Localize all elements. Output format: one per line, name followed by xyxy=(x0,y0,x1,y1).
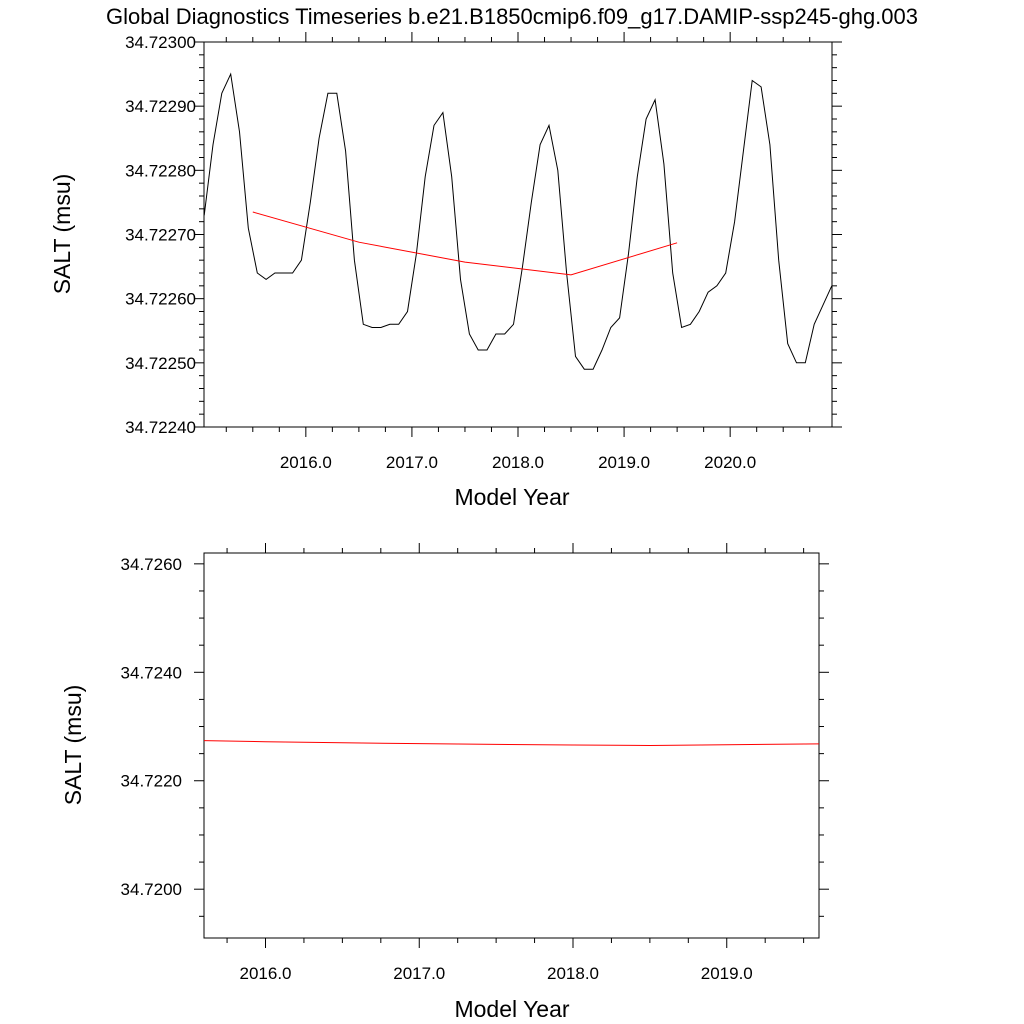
top-y-tick-label: 34.72290 xyxy=(125,97,196,116)
bottom-series-line-0 xyxy=(203,740,820,747)
top-y-tick-label: 34.72260 xyxy=(125,290,196,309)
bottom-tick-labels: 34.7200 34.7220 34.7240 34.7260 2016.0 2017.0… xyxy=(121,555,753,983)
top-x-tick-label: 2016.0 xyxy=(280,453,332,472)
top-y-axis-label: SALT (msu) xyxy=(49,174,75,295)
top-tick-marks xyxy=(194,32,842,437)
bottom-y-tick-label: 34.7260 xyxy=(121,555,182,574)
bottom-chart-panel: 34.7200 34.7220 34.7240 34.7260 2016.0 2017.0… xyxy=(60,543,829,1022)
top-x-tick-label: 2018.0 xyxy=(492,453,544,472)
top-y-tick-label: 34.72240 xyxy=(125,418,196,437)
bottom-y-tick-label: 34.7200 xyxy=(121,880,182,899)
top-series-line-0 xyxy=(203,72,833,370)
top-y-tick-label: 34.72270 xyxy=(125,226,196,245)
bottom-y-tick-label: 34.7220 xyxy=(121,772,182,791)
top-y-tick-label: 34.72280 xyxy=(125,161,196,180)
top-series-line-1 xyxy=(252,211,678,276)
top-y-tick-label: 34.72300 xyxy=(125,33,196,52)
bottom-x-tick-label: 2017.0 xyxy=(393,964,445,983)
chart-title: Global Diagnostics Timeseries b.e21.B185… xyxy=(106,4,918,29)
bottom-x-axis-label: Model Year xyxy=(454,996,569,1022)
top-plot-frame xyxy=(203,41,833,428)
bottom-series-lines xyxy=(203,740,820,747)
top-x-tick-label: 2017.0 xyxy=(386,453,438,472)
bottom-x-tick-label: 2016.0 xyxy=(240,964,292,983)
top-chart-panel: 34.72240 34.72250 34.72260 34.72270 34.72280… xyxy=(49,32,842,510)
top-series-lines xyxy=(203,72,833,370)
bottom-tick-marks xyxy=(194,543,829,948)
bottom-y-tick-label: 34.7240 xyxy=(121,663,182,682)
bottom-plot-frame xyxy=(203,552,820,939)
top-x-tick-label: 2020.0 xyxy=(704,453,756,472)
bottom-x-tick-label: 2018.0 xyxy=(547,964,599,983)
bottom-x-tick-label: 2019.0 xyxy=(701,964,753,983)
bottom-y-axis-label: SALT (msu) xyxy=(60,685,86,806)
top-x-tick-label: 2019.0 xyxy=(598,453,650,472)
top-x-axis-label: Model Year xyxy=(454,484,569,510)
top-y-tick-label: 34.72250 xyxy=(125,354,196,373)
top-tick-labels: 34.72240 34.72250 34.72260 34.72270 34.72280… xyxy=(125,33,756,472)
